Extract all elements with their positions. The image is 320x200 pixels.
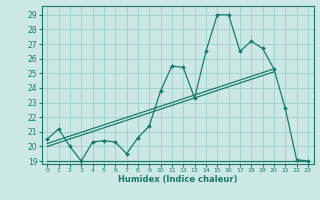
X-axis label: Humidex (Indice chaleur): Humidex (Indice chaleur) [118, 175, 237, 184]
